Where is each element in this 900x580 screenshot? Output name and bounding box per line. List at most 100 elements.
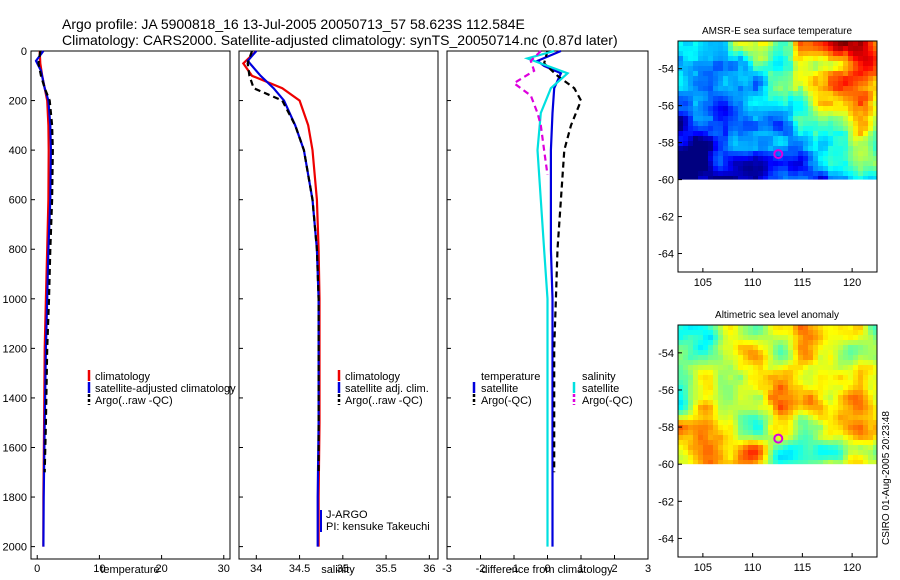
heatmap-cell [733, 395, 738, 400]
heatmap-cell [693, 415, 698, 420]
heatmap-cell [743, 51, 748, 56]
heatmap-cell [868, 161, 873, 166]
heatmap-cell [798, 370, 803, 375]
heatmap-cell [838, 415, 843, 420]
heatmap-cell [763, 171, 768, 176]
heatmap-cell [833, 76, 838, 81]
heatmap-cell [748, 111, 753, 116]
heatmap-cell [738, 61, 743, 66]
heatmap-cell [708, 335, 713, 340]
heatmap-cell [818, 400, 823, 405]
heatmap-cell [868, 101, 873, 106]
heatmap-cell [753, 86, 758, 91]
heatmap-cell [783, 445, 788, 450]
heatmap-cell [738, 76, 743, 81]
heatmap-cell [813, 91, 818, 96]
heatmap-cell [773, 380, 778, 385]
heatmap-cell [803, 46, 808, 51]
heatmap-cell [778, 460, 783, 465]
heatmap-cell [718, 360, 723, 365]
heatmap-cell [868, 81, 873, 86]
heatmap-cell [738, 345, 743, 350]
heatmap-cell [813, 166, 818, 171]
heatmap-cell [788, 340, 793, 345]
heatmap-cell [703, 46, 708, 51]
heatmap-cell [733, 146, 738, 151]
x-tick-label: -3 [442, 563, 452, 575]
heatmap-cell [778, 111, 783, 116]
heatmap-cell [818, 380, 823, 385]
heatmap-cell [703, 375, 708, 380]
heatmap-cell [718, 156, 723, 161]
x-tick-label: 20 [155, 563, 167, 575]
heatmap-cell [798, 171, 803, 176]
heatmap-cell [813, 435, 818, 440]
heatmap-cell [713, 370, 718, 375]
heatmap-cell [743, 151, 748, 156]
heatmap-cell [738, 355, 743, 360]
heatmap-cell [813, 380, 818, 385]
heatmap-cell [748, 51, 753, 56]
heatmap-cell [863, 126, 868, 131]
heatmap-cell [813, 370, 818, 375]
heatmap-cell [718, 380, 723, 385]
heatmap-cell [723, 161, 728, 166]
heatmap-cell [683, 46, 688, 51]
heatmap-cell [778, 390, 783, 395]
heatmap-cell [788, 350, 793, 355]
heatmap-cell [818, 450, 823, 455]
heatmap-cell [798, 455, 803, 460]
heatmap-cell [698, 146, 703, 151]
heatmap-cell [873, 420, 877, 425]
y-tick-label: -56 [658, 101, 674, 113]
series-line-temperature-argo-qc- [542, 50, 583, 473]
heatmap-cell [863, 425, 868, 430]
heatmap-cell [758, 325, 763, 330]
heatmap-cell [763, 121, 768, 126]
heatmap-cell [828, 146, 833, 151]
heatmap-cell [773, 176, 778, 180]
heatmap-cell [838, 425, 843, 430]
heatmap-cell [683, 41, 688, 46]
heatmap-cell [758, 121, 763, 126]
heatmap-cell [873, 360, 877, 365]
heatmap-cell [708, 460, 713, 465]
heatmap-cell [838, 86, 843, 91]
heatmap-cell [788, 46, 793, 51]
heatmap-cell [808, 51, 813, 56]
heatmap-cell [743, 395, 748, 400]
heatmap-cell [708, 450, 713, 455]
heatmap-cell [873, 61, 877, 66]
heatmap-cell [848, 86, 853, 91]
heatmap-cell [708, 340, 713, 345]
heatmap-cell [793, 445, 798, 450]
heatmap-cell [788, 325, 793, 330]
heatmap-cell [798, 96, 803, 101]
heatmap-cell [818, 330, 823, 335]
heatmap-cell [808, 171, 813, 176]
heatmap-cell [828, 355, 833, 360]
heatmap-cell [688, 126, 693, 131]
heatmap-cell [788, 176, 793, 180]
heatmap-cell [793, 86, 798, 91]
heatmap-cell [773, 330, 778, 335]
salinity-xlabel: salinity [321, 564, 355, 576]
heatmap-cell [823, 400, 828, 405]
heatmap-cell [783, 41, 788, 46]
heatmap-cell [813, 450, 818, 455]
heatmap-cell [828, 171, 833, 176]
heatmap-cell [738, 430, 743, 435]
heatmap-cell [823, 415, 828, 420]
ssh-map-axes [677, 324, 878, 558]
heatmap-cell [813, 400, 818, 405]
heatmap-cell [773, 355, 778, 360]
heatmap-cell [813, 46, 818, 51]
heatmap-cell [723, 111, 728, 116]
heatmap-cell [693, 390, 698, 395]
heatmap-cell [683, 116, 688, 121]
heatmap-cell [823, 171, 828, 176]
heatmap-cell [828, 51, 833, 56]
heatmap-cell [853, 171, 858, 176]
heatmap-cell [753, 71, 758, 76]
heatmap-cell [843, 360, 848, 365]
